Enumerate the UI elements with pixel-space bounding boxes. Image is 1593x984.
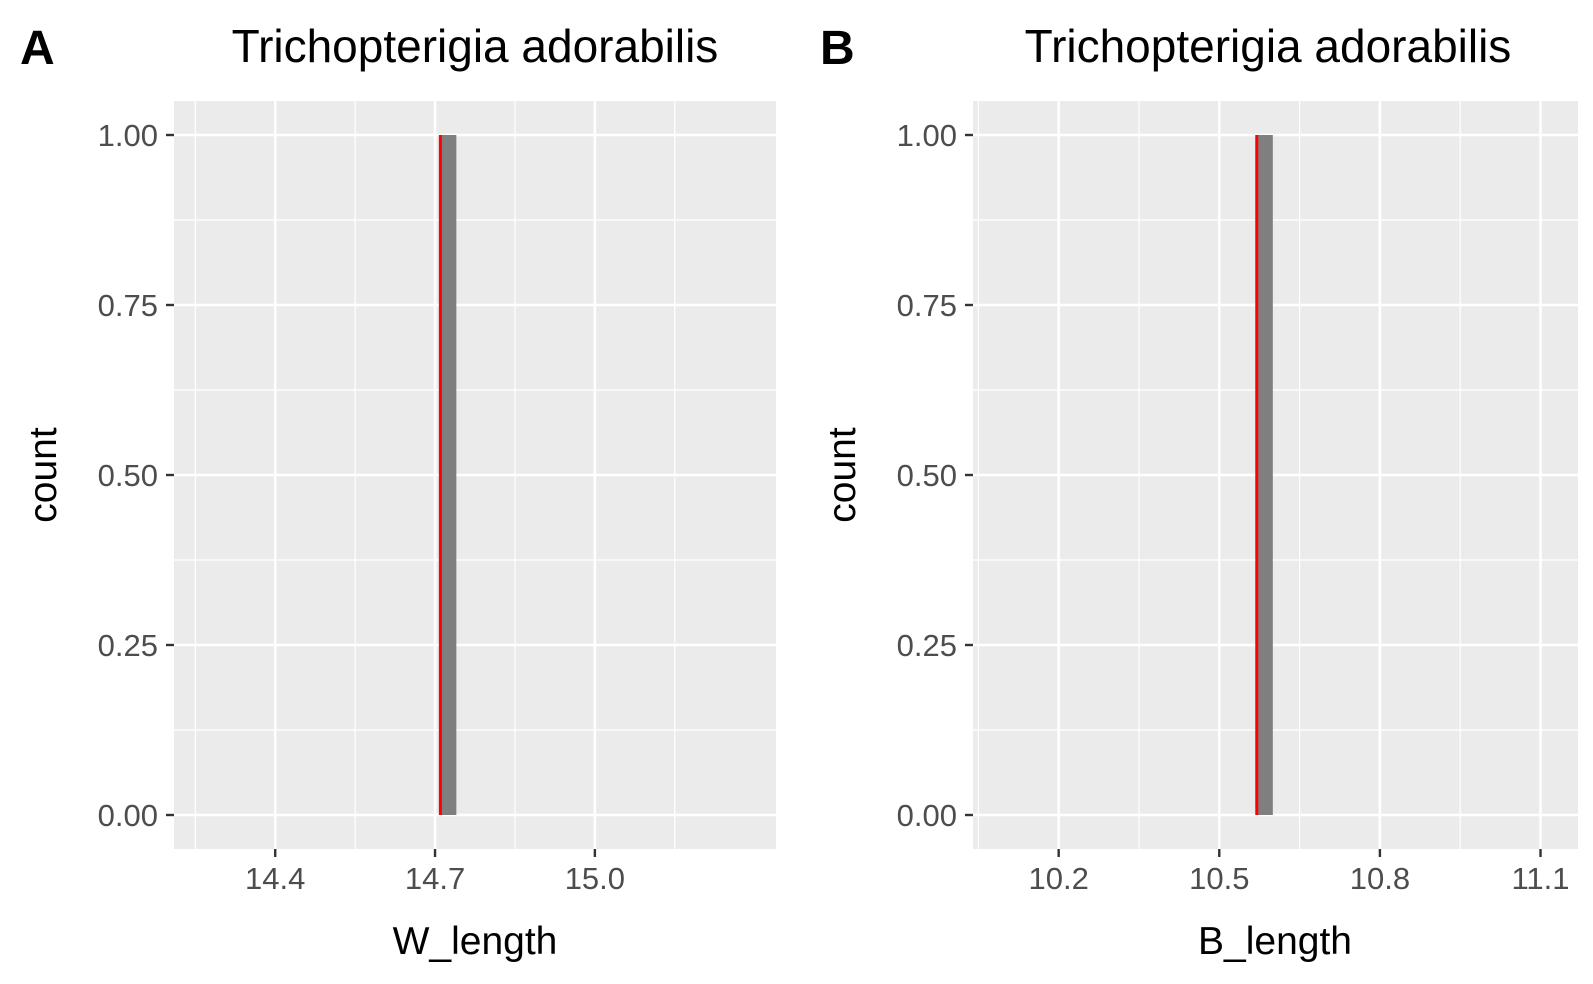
y-tick-label: 0.25 <box>897 628 957 663</box>
y-tick-label: 0.50 <box>98 458 158 493</box>
y-axis-label: count <box>22 427 65 523</box>
y-tick-label: 0.75 <box>897 288 957 323</box>
chart-title: Trichopterigia adorabilis <box>232 20 719 72</box>
y-axis-label: count <box>821 427 864 523</box>
chart-panel-a: 0.00 0.25 0.50 0.75 1.00 14.4 14.7 15.0 A Trichop… <box>20 20 776 963</box>
chart-panel-b: 0.00 0.25 0.50 0.75 1.00 10.2 10.5 10.8 11.1 B Tri… <box>820 20 1578 963</box>
y-tick-label: 0.25 <box>98 628 158 663</box>
x-tick-label: 14.4 <box>245 861 305 896</box>
panel-label: A <box>20 22 55 75</box>
x-axis-label: B_length <box>1198 920 1352 963</box>
x-tick-label: 14.7 <box>405 861 465 896</box>
y-tick-label: 0.75 <box>98 288 158 323</box>
x-axis-label: W_length <box>393 920 558 963</box>
y-tick-label: 0.00 <box>897 798 957 833</box>
x-tick-label: 11.1 <box>1511 861 1569 896</box>
chart-title: Trichopterigia adorabilis <box>1025 20 1512 72</box>
x-tick-label: 10.5 <box>1189 861 1249 896</box>
y-tick-label: 1.00 <box>98 118 158 153</box>
y-tick-label: 0.00 <box>98 798 158 833</box>
x-tick-label: 10.8 <box>1350 861 1410 896</box>
x-tick-label: 15.0 <box>565 861 625 896</box>
histogram-bar <box>440 135 457 815</box>
x-tick-label: 10.2 <box>1028 861 1088 896</box>
y-tick-label: 1.00 <box>897 118 957 153</box>
histogram-bar <box>1256 135 1273 815</box>
panel-label: B <box>820 22 855 75</box>
y-tick-label: 0.50 <box>897 458 957 493</box>
